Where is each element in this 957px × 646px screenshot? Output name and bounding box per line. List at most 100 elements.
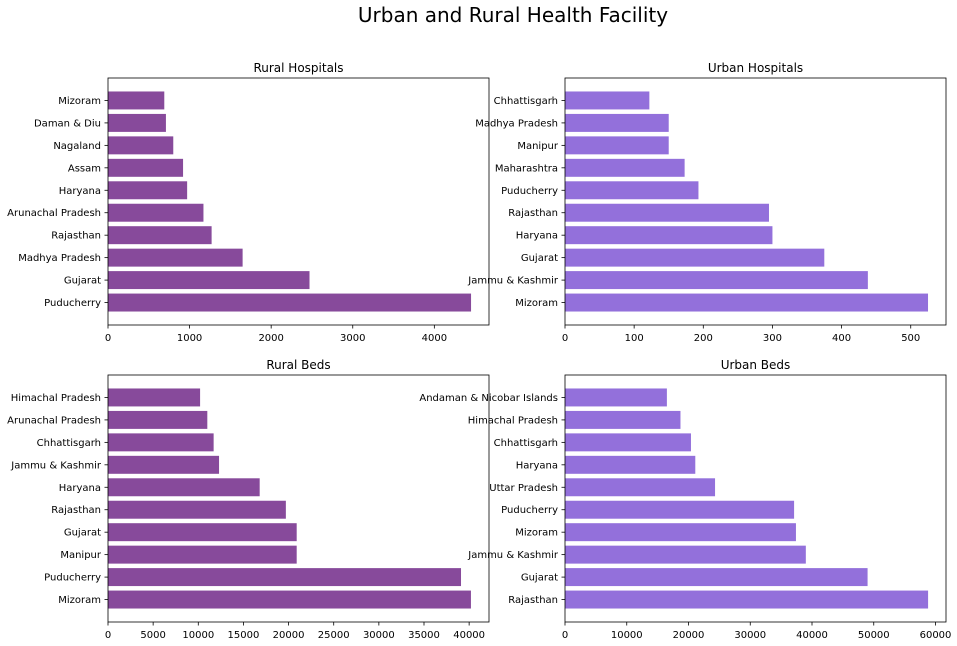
bar-rural-beds-3 bbox=[108, 523, 297, 542]
xtick-label-urban-beds-1: 10000 bbox=[611, 630, 643, 641]
bar-urban-hospitals-1 bbox=[565, 271, 868, 290]
bar-rural-beds-8 bbox=[108, 410, 208, 429]
ytick-label-rural-beds-1: Puducherry bbox=[44, 573, 101, 584]
ytick-label-urban-hospitals-4: Rajasthan bbox=[508, 208, 558, 219]
ytick-label-rural-beds-8: Arunachal Pradesh bbox=[7, 415, 101, 426]
rural-hospitals-title: Rural Hospitals bbox=[253, 61, 343, 75]
xtick-label-urban-beds-4: 40000 bbox=[796, 630, 828, 641]
bar-urban-beds-0 bbox=[565, 590, 929, 609]
xtick-label-urban-hospitals-4: 400 bbox=[832, 333, 851, 344]
ytick-label-urban-beds-0: Rajasthan bbox=[508, 595, 558, 606]
bar-rural-beds-0 bbox=[108, 590, 471, 609]
xtick-label-urban-beds-6: 60000 bbox=[920, 630, 952, 641]
xtick-label-rural-beds-3: 15000 bbox=[228, 630, 260, 641]
bar-rural-hospitals-9 bbox=[108, 91, 165, 110]
xtick-label-rural-hospitals-3: 3000 bbox=[340, 333, 365, 344]
ytick-label-urban-hospitals-5: Puducherry bbox=[501, 186, 558, 197]
xtick-label-urban-hospitals-2: 200 bbox=[694, 333, 713, 344]
xtick-label-rural-hospitals-2: 2000 bbox=[258, 333, 283, 344]
urban-beds-panel: Rajasthan Gujarat Jammu & Kashmir Mizoram Pu… bbox=[419, 358, 951, 641]
xtick-label-urban-hospitals-5: 500 bbox=[901, 333, 920, 344]
bar-urban-beds-5 bbox=[565, 478, 716, 497]
bar-rural-hospitals-0 bbox=[108, 293, 472, 312]
ytick-label-urban-beds-6: Haryana bbox=[516, 460, 558, 471]
bar-rural-hospitals-6 bbox=[108, 158, 184, 177]
rural-beds-title: Rural Beds bbox=[266, 358, 330, 372]
bar-urban-hospitals-7 bbox=[565, 136, 669, 155]
xtick-label-rural-beds-4: 20000 bbox=[273, 630, 305, 641]
bar-urban-beds-3 bbox=[565, 523, 796, 542]
ytick-label-rural-hospitals-6: Assam bbox=[68, 163, 101, 174]
ytick-label-rural-hospitals-9: Mizoram bbox=[58, 96, 101, 107]
ytick-label-rural-hospitals-7: Nagaland bbox=[53, 141, 101, 152]
bar-rural-beds-1 bbox=[108, 568, 462, 587]
ytick-label-rural-hospitals-3: Rajasthan bbox=[51, 231, 101, 242]
rural-beds-panel: Mizoram Puducherry Manipur Gujarat Rajasthan… bbox=[7, 358, 490, 641]
xtick-label-rural-beds-7: 35000 bbox=[408, 630, 440, 641]
ytick-label-urban-hospitals-8: Madhya Pradesh bbox=[475, 118, 558, 129]
ytick-label-rural-beds-0: Mizoram bbox=[58, 595, 101, 606]
bar-urban-hospitals-5 bbox=[565, 181, 699, 200]
bar-urban-hospitals-4 bbox=[565, 203, 769, 222]
xtick-label-urban-beds-5: 50000 bbox=[858, 630, 890, 641]
ytick-label-rural-beds-7: Chhattisgarh bbox=[37, 438, 101, 449]
bar-rural-beds-2 bbox=[108, 545, 297, 564]
xtick-label-rural-beds-0: 0 bbox=[105, 630, 111, 641]
ytick-label-rural-hospitals-5: Haryana bbox=[59, 186, 101, 197]
bar-urban-beds-2 bbox=[565, 545, 806, 564]
ytick-label-rural-beds-2: Manipur bbox=[60, 550, 102, 561]
bar-rural-hospitals-8 bbox=[108, 113, 166, 132]
bar-rural-hospitals-5 bbox=[108, 181, 188, 200]
urban-hospitals-panel: Mizoram Jammu & Kashmir Gujarat Haryana Raja… bbox=[467, 61, 947, 344]
xtick-label-urban-hospitals-0: 0 bbox=[562, 333, 568, 344]
ytick-label-rural-beds-9: Himachal Pradesh bbox=[11, 393, 101, 404]
ytick-label-urban-beds-5: Uttar Pradesh bbox=[489, 483, 558, 494]
bar-urban-hospitals-9 bbox=[565, 91, 650, 110]
bar-urban-beds-1 bbox=[565, 568, 868, 587]
rural-hospitals-panel: Puducherry Gujarat Madhya Pradesh Rajasthan… bbox=[7, 61, 490, 344]
ytick-label-urban-beds-7: Chhattisgarh bbox=[494, 438, 558, 449]
ytick-label-urban-beds-1: Gujarat bbox=[521, 573, 558, 584]
bar-rural-beds-4 bbox=[108, 500, 286, 519]
ytick-label-rural-beds-4: Rajasthan bbox=[51, 505, 101, 516]
rural-beds-axes-frame bbox=[107, 374, 490, 623]
ytick-label-urban-beds-9: Andaman & Nicobar Islands bbox=[419, 393, 558, 404]
xtick-label-urban-hospitals-3: 300 bbox=[763, 333, 782, 344]
ytick-label-urban-hospitals-2: Gujarat bbox=[521, 253, 558, 264]
ytick-label-rural-beds-6: Jammu & Kashmir bbox=[10, 460, 102, 471]
urban-beds-title: Urban Beds bbox=[721, 358, 791, 372]
ytick-label-rural-beds-5: Haryana bbox=[59, 483, 101, 494]
xtick-label-rural-hospitals-4: 4000 bbox=[422, 333, 447, 344]
ytick-label-rural-hospitals-8: Daman & Diu bbox=[34, 118, 101, 129]
ytick-label-rural-hospitals-1: Gujarat bbox=[64, 276, 101, 287]
ytick-label-urban-hospitals-7: Manipur bbox=[517, 141, 559, 152]
ytick-label-rural-hospitals-0: Puducherry bbox=[44, 298, 101, 309]
bar-urban-hospitals-2 bbox=[565, 248, 825, 267]
xtick-label-rural-hospitals-1: 1000 bbox=[177, 333, 202, 344]
ytick-label-urban-hospitals-0: Mizoram bbox=[515, 298, 558, 309]
bar-urban-hospitals-3 bbox=[565, 226, 773, 245]
xtick-label-rural-beds-1: 5000 bbox=[140, 630, 165, 641]
xtick-label-rural-beds-2: 10000 bbox=[182, 630, 214, 641]
ytick-label-rural-beds-3: Gujarat bbox=[64, 528, 101, 539]
subplots: Puducherry Gujarat Madhya Pradesh Rajasthan… bbox=[7, 61, 951, 641]
bar-rural-beds-6 bbox=[108, 455, 220, 474]
ytick-label-urban-hospitals-3: Haryana bbox=[516, 231, 558, 242]
bar-urban-beds-7 bbox=[565, 433, 691, 452]
ytick-label-rural-hospitals-4: Arunachal Pradesh bbox=[7, 208, 101, 219]
ytick-label-urban-beds-8: Himachal Pradesh bbox=[468, 415, 558, 426]
bar-rural-hospitals-1 bbox=[108, 271, 310, 290]
xtick-label-rural-beds-6: 30000 bbox=[363, 630, 395, 641]
rural-hospitals-axes-frame bbox=[107, 77, 490, 326]
bar-urban-hospitals-8 bbox=[565, 113, 669, 132]
ytick-label-urban-hospitals-6: Maharashtra bbox=[495, 163, 558, 174]
urban-hospitals-axes-frame bbox=[564, 77, 947, 326]
bar-urban-beds-8 bbox=[565, 410, 681, 429]
bar-urban-beds-4 bbox=[565, 500, 795, 519]
bar-rural-hospitals-4 bbox=[108, 203, 204, 222]
xtick-label-rural-beds-8: 40000 bbox=[453, 630, 485, 641]
ytick-label-urban-beds-4: Puducherry bbox=[501, 505, 558, 516]
bar-urban-beds-6 bbox=[565, 455, 696, 474]
ytick-label-urban-hospitals-9: Chhattisgarh bbox=[494, 96, 558, 107]
